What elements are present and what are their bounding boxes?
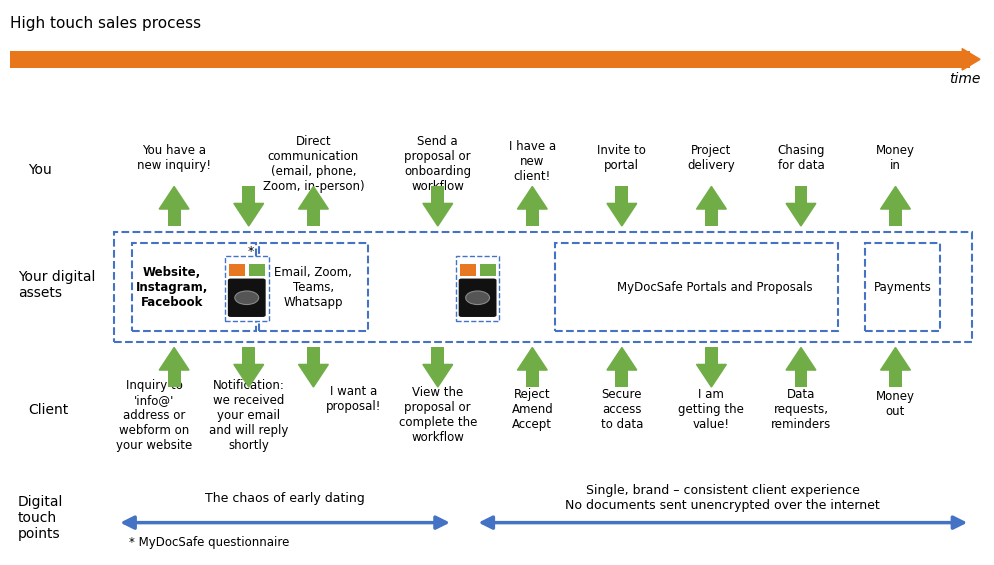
FancyBboxPatch shape: [131, 243, 256, 331]
Polygon shape: [298, 364, 328, 387]
Text: Digital
touch
points: Digital touch points: [18, 495, 64, 541]
Polygon shape: [785, 347, 815, 370]
Text: I have a
new
client!: I have a new client!: [508, 140, 556, 182]
Bar: [306, 347, 320, 364]
FancyBboxPatch shape: [225, 256, 268, 321]
Bar: [306, 209, 320, 226]
Bar: [614, 186, 628, 203]
Polygon shape: [422, 203, 452, 226]
Circle shape: [235, 291, 258, 305]
Text: Notification:
we received
your email
and will reply
shortly: Notification: we received your email and…: [209, 379, 288, 452]
Bar: [889, 209, 902, 226]
Bar: [459, 264, 475, 276]
Text: Reject
Amend
Accept: Reject Amend Accept: [511, 388, 553, 431]
Bar: [704, 347, 718, 364]
Bar: [430, 347, 443, 364]
Text: High touch sales process: High touch sales process: [10, 16, 201, 31]
Text: * MyDocSafe questionnaire: * MyDocSafe questionnaire: [129, 536, 289, 549]
Bar: [889, 370, 902, 387]
Bar: [243, 186, 254, 203]
Text: Money
in: Money in: [875, 144, 914, 172]
Text: View the
proposal or
complete the
workflow: View the proposal or complete the workfl…: [399, 386, 476, 444]
Text: time: time: [947, 72, 979, 86]
Text: Send a
proposal or
onboarding
workflow: Send a proposal or onboarding workflow: [404, 135, 471, 193]
Text: I want a
proposal!: I want a proposal!: [325, 385, 381, 414]
Polygon shape: [961, 49, 979, 70]
FancyBboxPatch shape: [455, 256, 499, 321]
Bar: [794, 370, 807, 387]
Bar: [526, 370, 539, 387]
FancyBboxPatch shape: [555, 243, 837, 331]
Bar: [794, 186, 807, 203]
Bar: [704, 209, 718, 226]
FancyBboxPatch shape: [258, 243, 368, 331]
Bar: [248, 264, 264, 276]
Polygon shape: [234, 364, 263, 387]
Polygon shape: [696, 364, 726, 387]
Text: You: You: [28, 163, 52, 176]
Polygon shape: [606, 203, 636, 226]
Text: Chasing
for data: Chasing for data: [776, 144, 824, 172]
Text: You have a
new inquiry!: You have a new inquiry!: [137, 144, 211, 172]
Bar: [167, 209, 181, 226]
Polygon shape: [606, 347, 636, 370]
Text: Money
out: Money out: [875, 390, 914, 418]
FancyBboxPatch shape: [228, 279, 265, 317]
Bar: [243, 347, 254, 364]
Bar: [479, 264, 495, 276]
Bar: [614, 370, 628, 387]
Bar: [430, 186, 443, 203]
FancyBboxPatch shape: [865, 243, 938, 331]
Text: Website,
Instagram,
Facebook: Website, Instagram, Facebook: [136, 266, 208, 308]
Bar: [526, 209, 539, 226]
Bar: [229, 264, 245, 276]
Polygon shape: [785, 203, 815, 226]
Circle shape: [465, 291, 489, 305]
Text: Single, brand – consistent client experience
No documents sent unencrypted over : Single, brand – consistent client experi…: [565, 484, 880, 512]
Polygon shape: [696, 186, 726, 209]
Text: Client: Client: [28, 403, 68, 416]
Text: Project
delivery: Project delivery: [687, 144, 735, 172]
Polygon shape: [159, 186, 189, 209]
Polygon shape: [517, 186, 547, 209]
Bar: [167, 370, 181, 387]
Text: Data
requests,
reminders: Data requests, reminders: [770, 388, 830, 431]
Text: I am
getting the
value!: I am getting the value!: [678, 388, 744, 431]
Polygon shape: [159, 347, 189, 370]
Text: Inquiry to
'info@'
address or
webform on
your website: Inquiry to 'info@' address or webform on…: [116, 379, 192, 452]
Text: Payments: Payments: [873, 280, 930, 294]
Text: Secure
access
to data: Secure access to data: [600, 388, 642, 431]
Text: *: *: [248, 245, 253, 258]
Text: Email, Zoom,
Teams,
Whatsapp: Email, Zoom, Teams, Whatsapp: [274, 266, 352, 308]
Polygon shape: [517, 347, 547, 370]
Text: MyDocSafe Portals and Proposals: MyDocSafe Portals and Proposals: [616, 280, 811, 294]
Text: Direct
communication
(email, phone,
Zoom, in-person): Direct communication (email, phone, Zoom…: [262, 135, 364, 193]
Polygon shape: [298, 186, 328, 209]
Polygon shape: [234, 203, 263, 226]
Bar: [10, 51, 969, 68]
Polygon shape: [422, 364, 452, 387]
Polygon shape: [880, 347, 910, 370]
FancyBboxPatch shape: [458, 279, 496, 317]
Polygon shape: [880, 186, 910, 209]
Text: Invite to
portal: Invite to portal: [596, 144, 646, 172]
Text: Your digital
assets: Your digital assets: [18, 270, 95, 301]
Text: The chaos of early dating: The chaos of early dating: [205, 492, 365, 505]
